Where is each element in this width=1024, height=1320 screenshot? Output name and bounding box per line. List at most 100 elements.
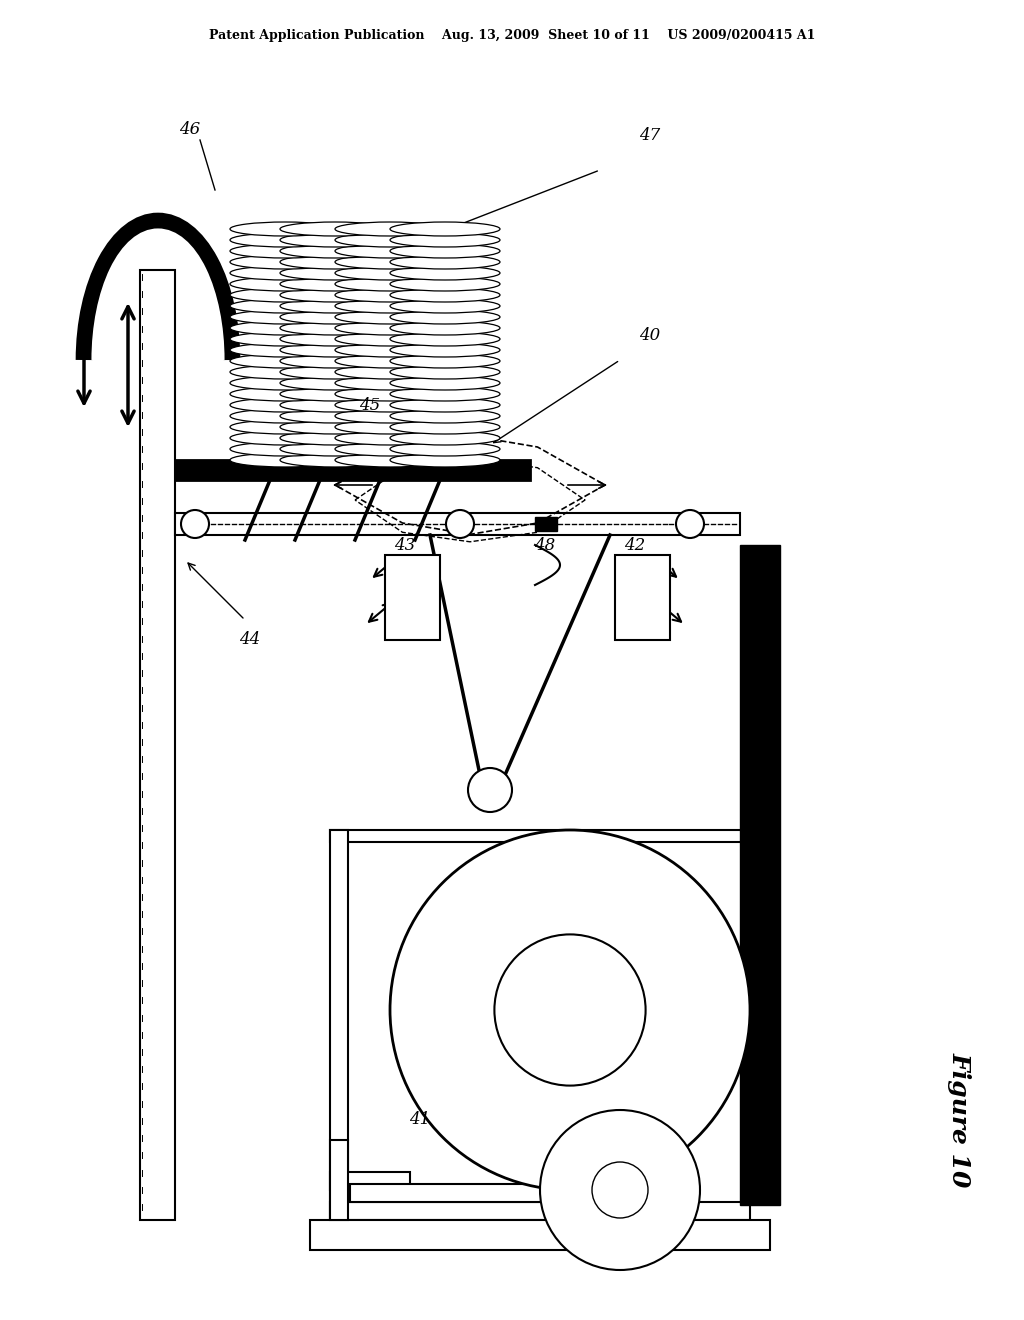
Ellipse shape: [262, 437, 357, 449]
Ellipse shape: [262, 317, 357, 329]
Ellipse shape: [390, 234, 500, 247]
Ellipse shape: [262, 294, 357, 306]
Ellipse shape: [390, 366, 500, 379]
Ellipse shape: [373, 272, 468, 284]
Ellipse shape: [262, 371, 357, 383]
Ellipse shape: [335, 255, 445, 269]
Ellipse shape: [390, 321, 500, 335]
Ellipse shape: [373, 338, 468, 350]
Ellipse shape: [280, 333, 390, 346]
Ellipse shape: [280, 310, 390, 323]
Ellipse shape: [390, 399, 500, 412]
Ellipse shape: [373, 294, 468, 306]
Ellipse shape: [390, 255, 500, 269]
Ellipse shape: [373, 437, 468, 449]
Ellipse shape: [335, 442, 445, 455]
Ellipse shape: [335, 420, 445, 434]
Ellipse shape: [373, 317, 468, 329]
Ellipse shape: [230, 310, 340, 323]
Circle shape: [390, 830, 750, 1191]
Ellipse shape: [373, 284, 468, 296]
Ellipse shape: [230, 354, 340, 368]
Ellipse shape: [373, 404, 468, 416]
Ellipse shape: [317, 327, 413, 339]
Bar: [330, 1140, 348, 1220]
Text: 47: 47: [639, 127, 660, 144]
Ellipse shape: [230, 300, 340, 313]
Ellipse shape: [390, 288, 500, 302]
Ellipse shape: [335, 432, 445, 445]
Ellipse shape: [317, 261, 413, 273]
Ellipse shape: [280, 288, 390, 302]
Circle shape: [676, 510, 705, 539]
Ellipse shape: [390, 333, 500, 346]
Bar: [330, 830, 348, 1220]
Ellipse shape: [335, 453, 445, 467]
Bar: [330, 1172, 410, 1191]
Ellipse shape: [317, 251, 413, 263]
Ellipse shape: [390, 420, 500, 434]
Ellipse shape: [262, 284, 357, 296]
Ellipse shape: [335, 300, 445, 313]
Ellipse shape: [317, 393, 413, 405]
Ellipse shape: [373, 327, 468, 339]
Ellipse shape: [373, 383, 468, 395]
Bar: [175, 513, 740, 535]
Ellipse shape: [335, 376, 445, 389]
Ellipse shape: [280, 453, 390, 467]
Ellipse shape: [262, 360, 357, 372]
Ellipse shape: [280, 267, 390, 280]
Ellipse shape: [390, 376, 500, 389]
Ellipse shape: [230, 277, 340, 290]
Circle shape: [592, 1162, 648, 1218]
Ellipse shape: [262, 305, 357, 317]
Ellipse shape: [280, 354, 390, 368]
Ellipse shape: [280, 300, 390, 313]
Bar: [615, 554, 670, 640]
Ellipse shape: [230, 234, 340, 247]
Ellipse shape: [335, 399, 445, 412]
Ellipse shape: [280, 244, 390, 257]
Ellipse shape: [262, 327, 357, 339]
Ellipse shape: [335, 387, 445, 401]
Ellipse shape: [373, 251, 468, 263]
Ellipse shape: [390, 267, 500, 280]
Ellipse shape: [335, 333, 445, 346]
Ellipse shape: [280, 222, 390, 236]
Ellipse shape: [390, 244, 500, 257]
Ellipse shape: [317, 383, 413, 395]
Ellipse shape: [390, 277, 500, 290]
Circle shape: [446, 510, 474, 539]
Ellipse shape: [390, 354, 500, 368]
Ellipse shape: [317, 272, 413, 284]
Bar: [330, 830, 750, 842]
Ellipse shape: [230, 333, 340, 346]
Ellipse shape: [335, 343, 445, 356]
Ellipse shape: [373, 350, 468, 362]
Ellipse shape: [262, 426, 357, 438]
Ellipse shape: [262, 350, 357, 362]
Ellipse shape: [390, 222, 500, 236]
Ellipse shape: [280, 343, 390, 356]
Ellipse shape: [390, 310, 500, 323]
Ellipse shape: [280, 399, 390, 412]
Ellipse shape: [335, 366, 445, 379]
Ellipse shape: [317, 437, 413, 449]
Ellipse shape: [317, 426, 413, 438]
Ellipse shape: [373, 416, 468, 428]
Bar: [535, 517, 557, 531]
Ellipse shape: [230, 409, 340, 422]
Ellipse shape: [280, 376, 390, 389]
Text: 42: 42: [625, 536, 645, 553]
Bar: [310, 1220, 770, 1250]
Ellipse shape: [262, 251, 357, 263]
Ellipse shape: [230, 366, 340, 379]
Ellipse shape: [230, 321, 340, 335]
Ellipse shape: [230, 453, 340, 467]
Ellipse shape: [280, 420, 390, 434]
Ellipse shape: [280, 255, 390, 269]
Circle shape: [181, 510, 209, 539]
Bar: [175, 459, 530, 480]
Text: 40: 40: [639, 326, 660, 343]
Ellipse shape: [280, 321, 390, 335]
